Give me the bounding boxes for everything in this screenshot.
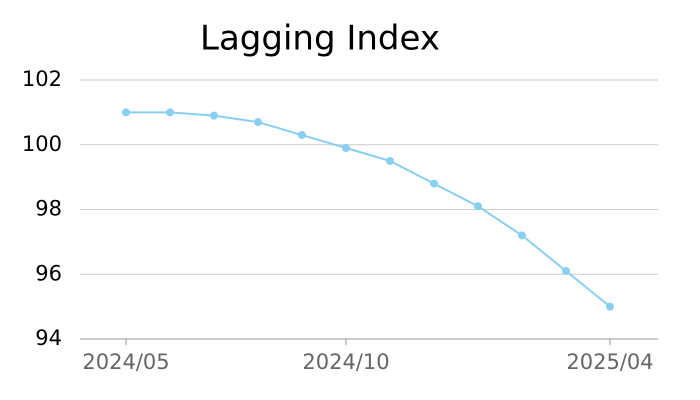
point <box>166 108 174 117</box>
point <box>210 111 218 120</box>
chart-title: Lagging Index <box>200 19 440 59</box>
x-tick-label: 2025/04 <box>566 350 653 374</box>
point <box>386 156 394 165</box>
y-tick-label: 96 <box>35 261 62 285</box>
y-tick-label: 100 <box>22 132 62 156</box>
y-tick-label: 94 <box>35 326 62 350</box>
point <box>122 108 130 117</box>
point <box>474 202 482 211</box>
point <box>430 179 438 188</box>
y-tick-label: 102 <box>22 67 62 91</box>
point <box>606 302 614 311</box>
point <box>518 231 526 240</box>
point <box>254 118 262 127</box>
x-tick-label: 2024/05 <box>82 350 169 374</box>
line <box>126 111 611 308</box>
x-tick-label: 2024/10 <box>302 350 389 374</box>
y-tick-label: 98 <box>35 197 62 221</box>
point <box>298 131 306 140</box>
point <box>562 267 570 276</box>
point <box>342 143 350 152</box>
